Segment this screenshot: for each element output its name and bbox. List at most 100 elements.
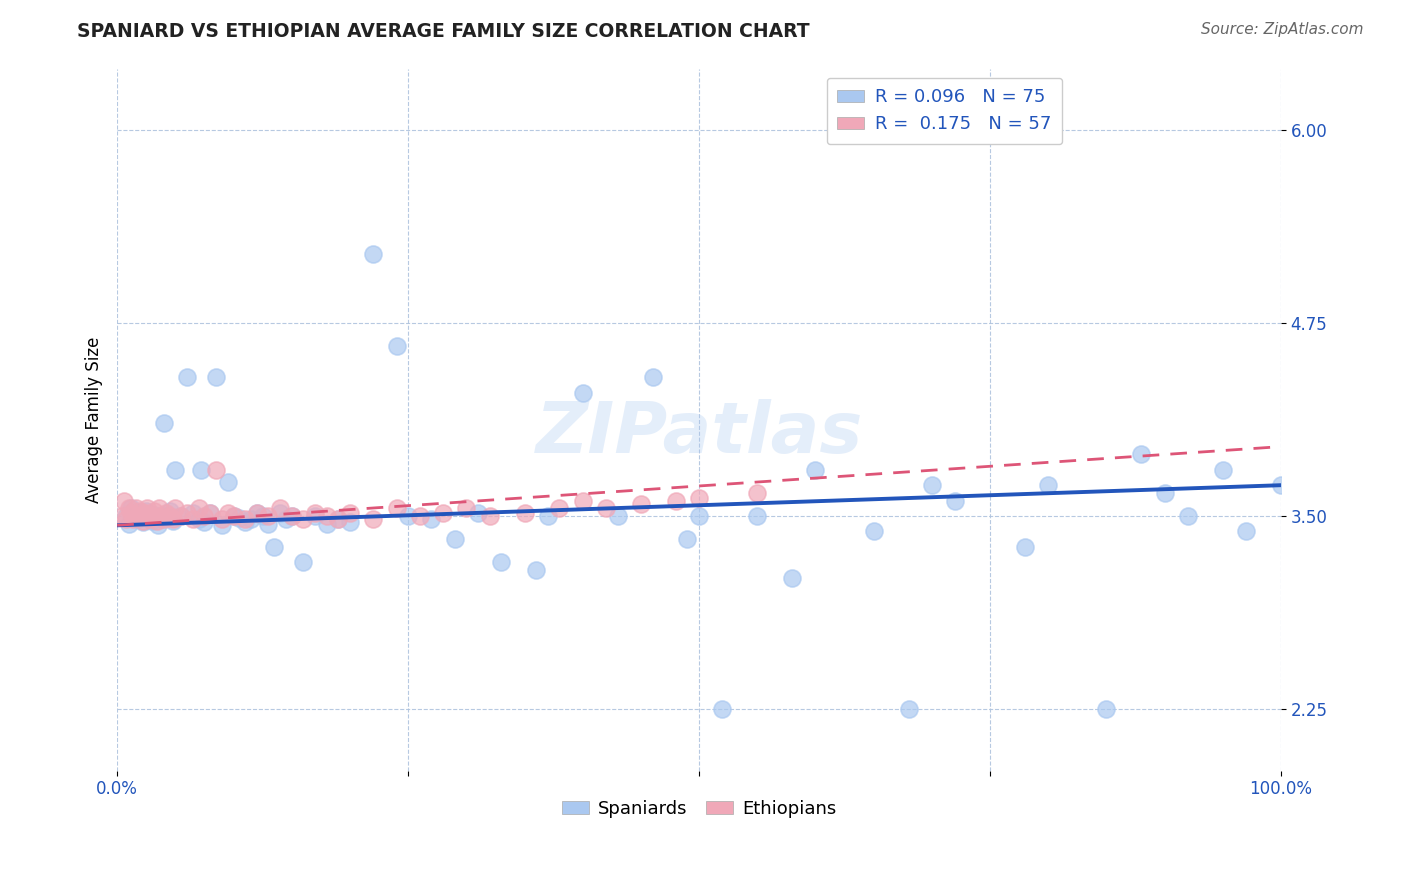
Point (115, 509, 138, 524)
Point (1130, 447, 1153, 461)
Point (1095, 702, 1118, 716)
Point (187, 512, 209, 526)
Point (339, 506, 361, 520)
Point (676, 532, 699, 546)
Point (190, 463, 212, 477)
Point (222, 509, 245, 524)
Point (111, 509, 134, 524)
Point (456, 501, 478, 516)
Point (1234, 524, 1257, 539)
Point (385, 501, 408, 516)
Point (467, 506, 489, 520)
Point (315, 516, 337, 531)
Point (118, 501, 141, 516)
Point (537, 509, 560, 524)
Point (211, 512, 233, 526)
Point (1270, 478, 1292, 492)
Point (274, 512, 297, 526)
Point (115, 512, 138, 526)
Point (152, 417, 174, 431)
Point (281, 509, 304, 524)
Point (548, 501, 571, 516)
Point (176, 506, 198, 520)
Point (152, 512, 174, 526)
Point (281, 509, 304, 524)
Point (187, 501, 209, 516)
Point (217, 475, 239, 489)
Point (129, 506, 152, 520)
Point (200, 506, 222, 520)
Point (125, 501, 148, 516)
Point (193, 509, 215, 524)
Point (257, 516, 280, 531)
Point (361, 246, 384, 260)
Point (491, 555, 513, 569)
Point (127, 509, 149, 524)
Point (135, 504, 157, 518)
Point (143, 504, 166, 518)
Point (205, 370, 228, 384)
Point (862, 524, 884, 539)
Point (155, 509, 177, 524)
Point (205, 463, 228, 477)
Y-axis label: Average Family Size: Average Family Size (86, 336, 103, 503)
Point (269, 501, 291, 516)
Point (141, 509, 163, 524)
Point (630, 497, 652, 511)
Point (118, 516, 141, 531)
Point (304, 509, 326, 524)
Point (159, 504, 181, 518)
Point (148, 501, 170, 516)
Point (432, 506, 454, 520)
Point (943, 493, 966, 508)
Point (176, 370, 198, 384)
Point (124, 509, 146, 524)
Point (524, 563, 547, 577)
Point (420, 512, 443, 526)
Point (780, 571, 803, 585)
Point (146, 518, 169, 533)
Point (513, 506, 536, 520)
Point (1014, 540, 1036, 554)
Point (143, 508, 166, 522)
Point (443, 532, 465, 546)
Point (396, 509, 419, 524)
Point (747, 486, 769, 500)
Point (409, 509, 432, 524)
Point (150, 512, 173, 526)
Point (921, 478, 943, 492)
Point (211, 518, 233, 533)
Point (571, 385, 593, 400)
Point (688, 491, 710, 505)
Point (181, 512, 204, 526)
Point (170, 509, 193, 524)
Point (193, 515, 215, 529)
Point (641, 370, 664, 384)
Point (240, 512, 263, 526)
Point (263, 540, 285, 554)
Point (136, 501, 159, 516)
Text: SPANIARD VS ETHIOPIAN AVERAGE FAMILY SIZE CORRELATION CHART: SPANIARD VS ETHIOPIAN AVERAGE FAMILY SIZ… (77, 22, 810, 41)
Point (162, 512, 184, 526)
Point (112, 493, 135, 508)
Point (181, 506, 204, 520)
Point (200, 506, 222, 520)
Point (257, 509, 280, 524)
Point (228, 510, 250, 524)
Text: ZIPatlas: ZIPatlas (536, 399, 863, 468)
Point (571, 493, 593, 508)
Point (127, 512, 149, 526)
Point (165, 501, 187, 516)
Point (155, 506, 177, 520)
Point (804, 463, 827, 477)
Point (132, 515, 155, 529)
Point (120, 501, 142, 516)
Point (269, 506, 291, 520)
Point (665, 493, 688, 508)
Point (246, 506, 269, 520)
Point (139, 510, 162, 524)
Point (246, 506, 269, 520)
Point (1212, 463, 1234, 477)
Point (1177, 509, 1199, 524)
Point (162, 514, 184, 528)
